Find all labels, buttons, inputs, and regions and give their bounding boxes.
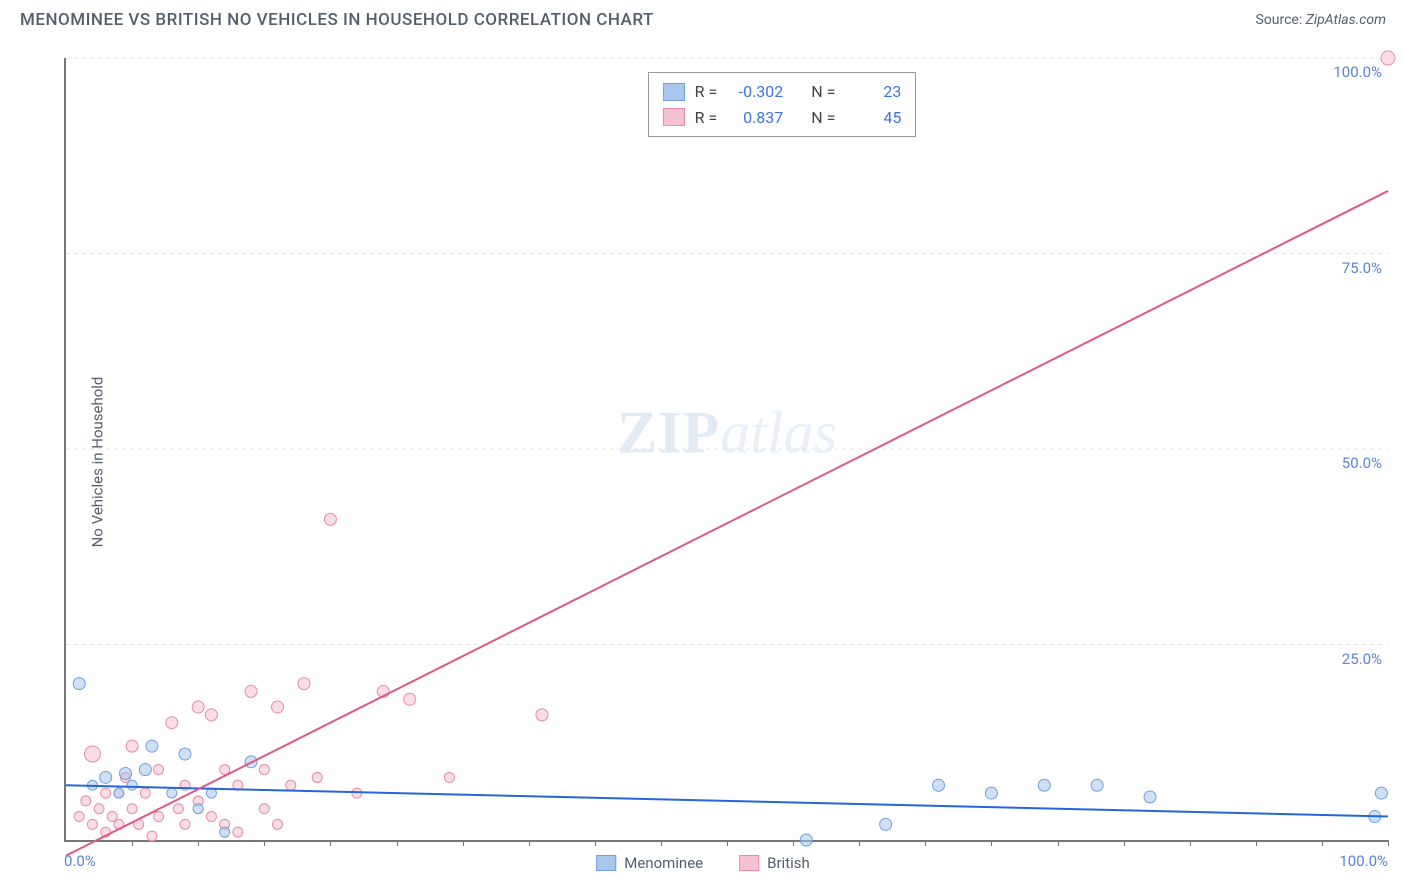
x-axis-max-label: 100.0% bbox=[1339, 852, 1388, 870]
legend-swatch-british bbox=[739, 855, 759, 871]
plot-svg bbox=[66, 58, 1388, 840]
legend-item-british: British bbox=[739, 854, 810, 872]
chart-area: No Vehicles in Household ZIPatlas R = -0… bbox=[18, 48, 1388, 876]
y-tick-label: 25.0% bbox=[1342, 650, 1382, 668]
legend-swatch-menominee bbox=[596, 855, 616, 871]
series-legend: Menominee British bbox=[596, 854, 810, 872]
legend-label-british: British bbox=[767, 854, 810, 872]
source-label: Source: bbox=[1255, 12, 1302, 28]
chart-header: MENOMINEE VS BRITISH NO VEHICLES IN HOUS… bbox=[0, 0, 1406, 36]
chart-title: MENOMINEE VS BRITISH NO VEHICLES IN HOUS… bbox=[20, 10, 654, 30]
y-tick-label: 100.0% bbox=[1333, 63, 1382, 81]
y-tick-label: 75.0% bbox=[1342, 259, 1382, 277]
legend-label-menominee: Menominee bbox=[624, 854, 703, 872]
x-axis-min-label: 0.0% bbox=[64, 852, 96, 870]
y-tick-label: 50.0% bbox=[1342, 454, 1382, 472]
source-site: ZipAtlas.com bbox=[1306, 12, 1386, 28]
x-ticks bbox=[66, 840, 1388, 846]
chart-source: Source: ZipAtlas.com bbox=[1255, 12, 1386, 28]
plot-region: ZIPatlas R = -0.302 N = 23 R = 0.837 N =… bbox=[64, 58, 1388, 842]
legend-item-menominee: Menominee bbox=[596, 854, 703, 872]
